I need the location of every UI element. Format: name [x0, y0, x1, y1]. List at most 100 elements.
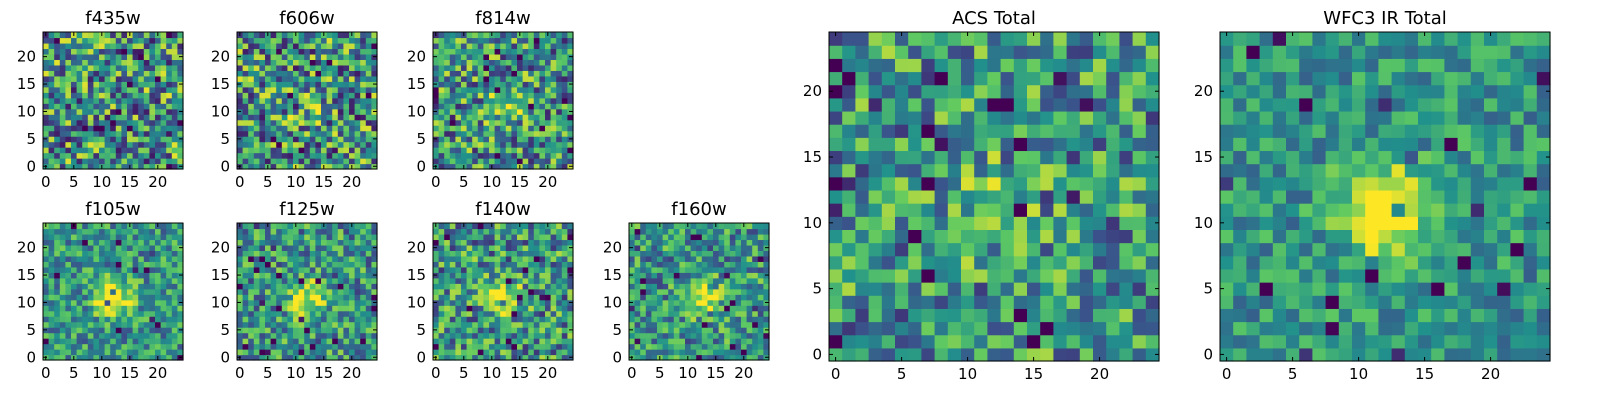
- heatmap-cell: [171, 53, 178, 60]
- heatmap-cell: [321, 141, 328, 148]
- heatmap-cell: [466, 81, 473, 88]
- heatmap-cell: [707, 223, 714, 230]
- heatmap-cell: [489, 125, 496, 132]
- heatmap-cell: [673, 261, 680, 268]
- heatmap-cell: [298, 294, 305, 301]
- heatmap-cell: [127, 130, 134, 137]
- heatmap-cell: [315, 266, 322, 273]
- heatmap-cell: [371, 338, 378, 345]
- heatmap-cell: [59, 147, 66, 154]
- heatmap-cell: [690, 349, 697, 356]
- heatmap-cell: [438, 108, 445, 115]
- heatmap-cell: [177, 147, 184, 154]
- heatmap-cell: [472, 321, 479, 328]
- heatmap-cell: [360, 158, 367, 165]
- heatmap-cell: [149, 239, 156, 246]
- heatmap-cell: [265, 103, 272, 110]
- heatmap-cell: [729, 239, 736, 246]
- heatmap-cell: [166, 327, 173, 334]
- heatmap-cell: [752, 261, 759, 268]
- heatmap-cell: [1119, 163, 1134, 178]
- heatmap-cell: [287, 294, 294, 301]
- heatmap-cell: [461, 349, 468, 356]
- heatmap-cell: [685, 316, 692, 323]
- heatmap-cell: [657, 239, 664, 246]
- heatmap-cell: [143, 343, 150, 350]
- heatmap-cell: [54, 354, 61, 361]
- heatmap-cell: [505, 239, 512, 246]
- heatmap-cell: [1040, 321, 1054, 336]
- heatmap-cell: [76, 349, 83, 356]
- heatmap-cell: [629, 250, 636, 257]
- heatmap-cell: [138, 250, 145, 257]
- heatmap-cell: [500, 81, 507, 88]
- heatmap-cell: [455, 332, 462, 339]
- heatmap-cell: [104, 305, 111, 312]
- heatmap-cell: [59, 266, 66, 273]
- heatmap-cell: [517, 343, 524, 350]
- heatmap-cell: [489, 158, 496, 165]
- heatmap-cell: [735, 255, 742, 262]
- heatmap-cell: [685, 244, 692, 251]
- heatmap-cell: [287, 163, 294, 170]
- heatmap-cell: [640, 316, 647, 323]
- heatmap-cell: [242, 316, 249, 323]
- heatmap-cell: [343, 250, 350, 257]
- heatmap-cell: [746, 332, 753, 339]
- heatmap-cell: [281, 147, 288, 154]
- heatmap-cell: [466, 92, 473, 99]
- heatmap-cell: [270, 75, 277, 82]
- heatmap-cell: [298, 70, 305, 77]
- heatmap-cell: [539, 277, 546, 284]
- heatmap-cell: [640, 244, 647, 251]
- heatmap-cell: [522, 228, 529, 235]
- heatmap-cell: [349, 37, 356, 44]
- heatmap-cell: [483, 299, 490, 306]
- heatmap-cell: [472, 64, 479, 71]
- heatmap-cell: [298, 277, 305, 284]
- heatmap-cell: [662, 277, 669, 284]
- heatmap-cell: [561, 266, 568, 273]
- heatmap-cell: [433, 288, 440, 295]
- heatmap-cell: [517, 108, 524, 115]
- heatmap-cell: [1013, 176, 1028, 191]
- heatmap-cell: [550, 272, 557, 279]
- heatmap-cell: [337, 158, 344, 165]
- heatmap-cell: [517, 70, 524, 77]
- heatmap-cell: [93, 223, 100, 230]
- heatmap-cell: [149, 266, 156, 273]
- heatmap-cell: [349, 92, 356, 99]
- heatmap-cell: [662, 343, 669, 350]
- heatmap-cell: [763, 305, 770, 312]
- heatmap-cell: [545, 64, 552, 71]
- heatmap-cell: [87, 277, 94, 284]
- heatmap-cell: [104, 103, 111, 110]
- heatmap-cell: [489, 343, 496, 350]
- heatmap-cell: [528, 299, 535, 306]
- heatmap-cell: [309, 283, 316, 290]
- heatmap-cell: [110, 283, 117, 290]
- heatmap-cell: [657, 277, 664, 284]
- heatmap-cell: [550, 37, 557, 44]
- heatmap-cell: [149, 37, 156, 44]
- heatmap-cell: [494, 299, 501, 306]
- heatmap-cell: [315, 354, 322, 361]
- heatmap-cell: [54, 233, 61, 241]
- heatmap-cell: [679, 283, 686, 290]
- heatmap-cell: [746, 233, 753, 241]
- heatmap-cell: [556, 228, 563, 235]
- heatmap-cell: [281, 75, 288, 82]
- heatmap-cell: [657, 310, 664, 317]
- heatmap-cell: [1027, 189, 1041, 204]
- heatmap-cell: [270, 108, 277, 115]
- heatmap-cell: [741, 233, 748, 241]
- heatmap-cell: [895, 255, 909, 270]
- y-tick-label: 15: [407, 75, 426, 93]
- heatmap-cell: [349, 244, 356, 251]
- heatmap-cell: [556, 277, 563, 284]
- heatmap-cell: [304, 75, 311, 82]
- heatmap-cell: [349, 294, 356, 301]
- heatmap-cell: [104, 32, 111, 39]
- heatmap-cell: [494, 86, 501, 93]
- heatmap-cell: [287, 119, 294, 126]
